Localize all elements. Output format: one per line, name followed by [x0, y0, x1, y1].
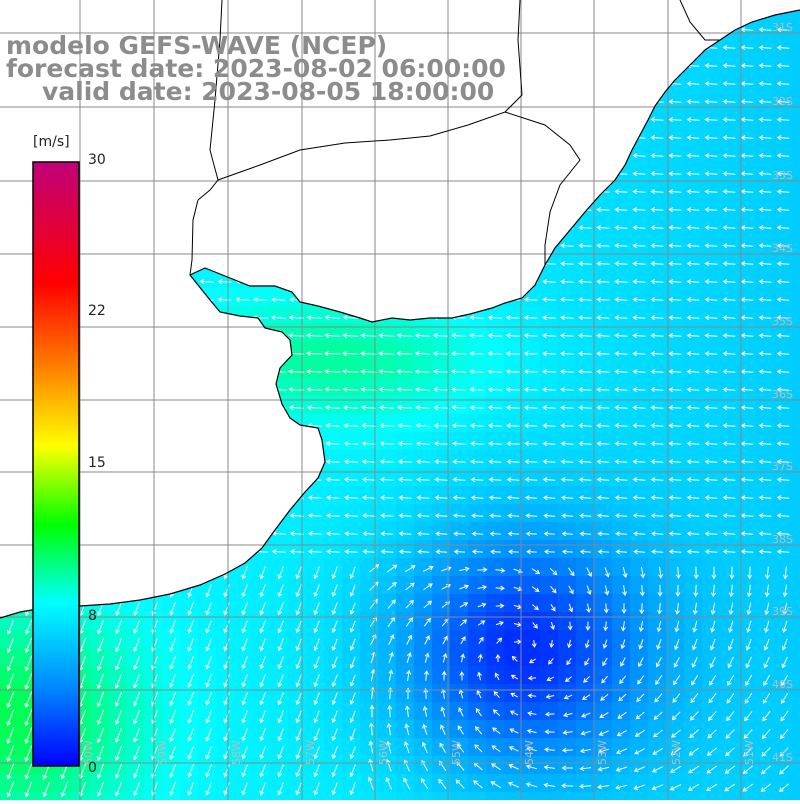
lat-label: 33S — [772, 169, 793, 182]
lat-label: 36S — [772, 388, 793, 401]
lat-label: 39S — [772, 605, 793, 618]
lon-label: 54W — [523, 740, 536, 765]
lat-label: 38S — [772, 533, 793, 546]
lon-label: 51W — [743, 740, 756, 765]
colorbar-tick: 30 — [88, 152, 106, 168]
lon-label: 57W — [304, 740, 317, 765]
lat-label: 34S — [772, 242, 793, 255]
lon-label: 58W — [230, 740, 243, 765]
colorbar-unit: [m/s] — [33, 134, 70, 150]
lat-label: 37S — [772, 460, 793, 473]
lat-label: 41S — [772, 751, 793, 764]
lat-label: 32S — [772, 95, 793, 108]
colorbar-tick: 8 — [88, 608, 97, 624]
lon-label: 52W — [670, 740, 683, 765]
lat-label: 40S — [772, 678, 793, 691]
valid-date: valid date: 2023-08-05 18:00:00 — [42, 79, 494, 104]
lat-label: 31S — [772, 21, 793, 34]
lon-label: 56W — [377, 740, 390, 765]
lat-label: 35S — [772, 315, 793, 328]
colorbar-tick: 0 — [88, 760, 97, 776]
colorbar-tick: 22 — [88, 303, 106, 319]
colorbar — [33, 162, 79, 766]
lon-label: 59W — [156, 740, 169, 765]
lon-label: 53W — [596, 740, 609, 765]
colorbar-tick: 15 — [88, 455, 106, 471]
lon-label: 55W — [450, 740, 463, 765]
